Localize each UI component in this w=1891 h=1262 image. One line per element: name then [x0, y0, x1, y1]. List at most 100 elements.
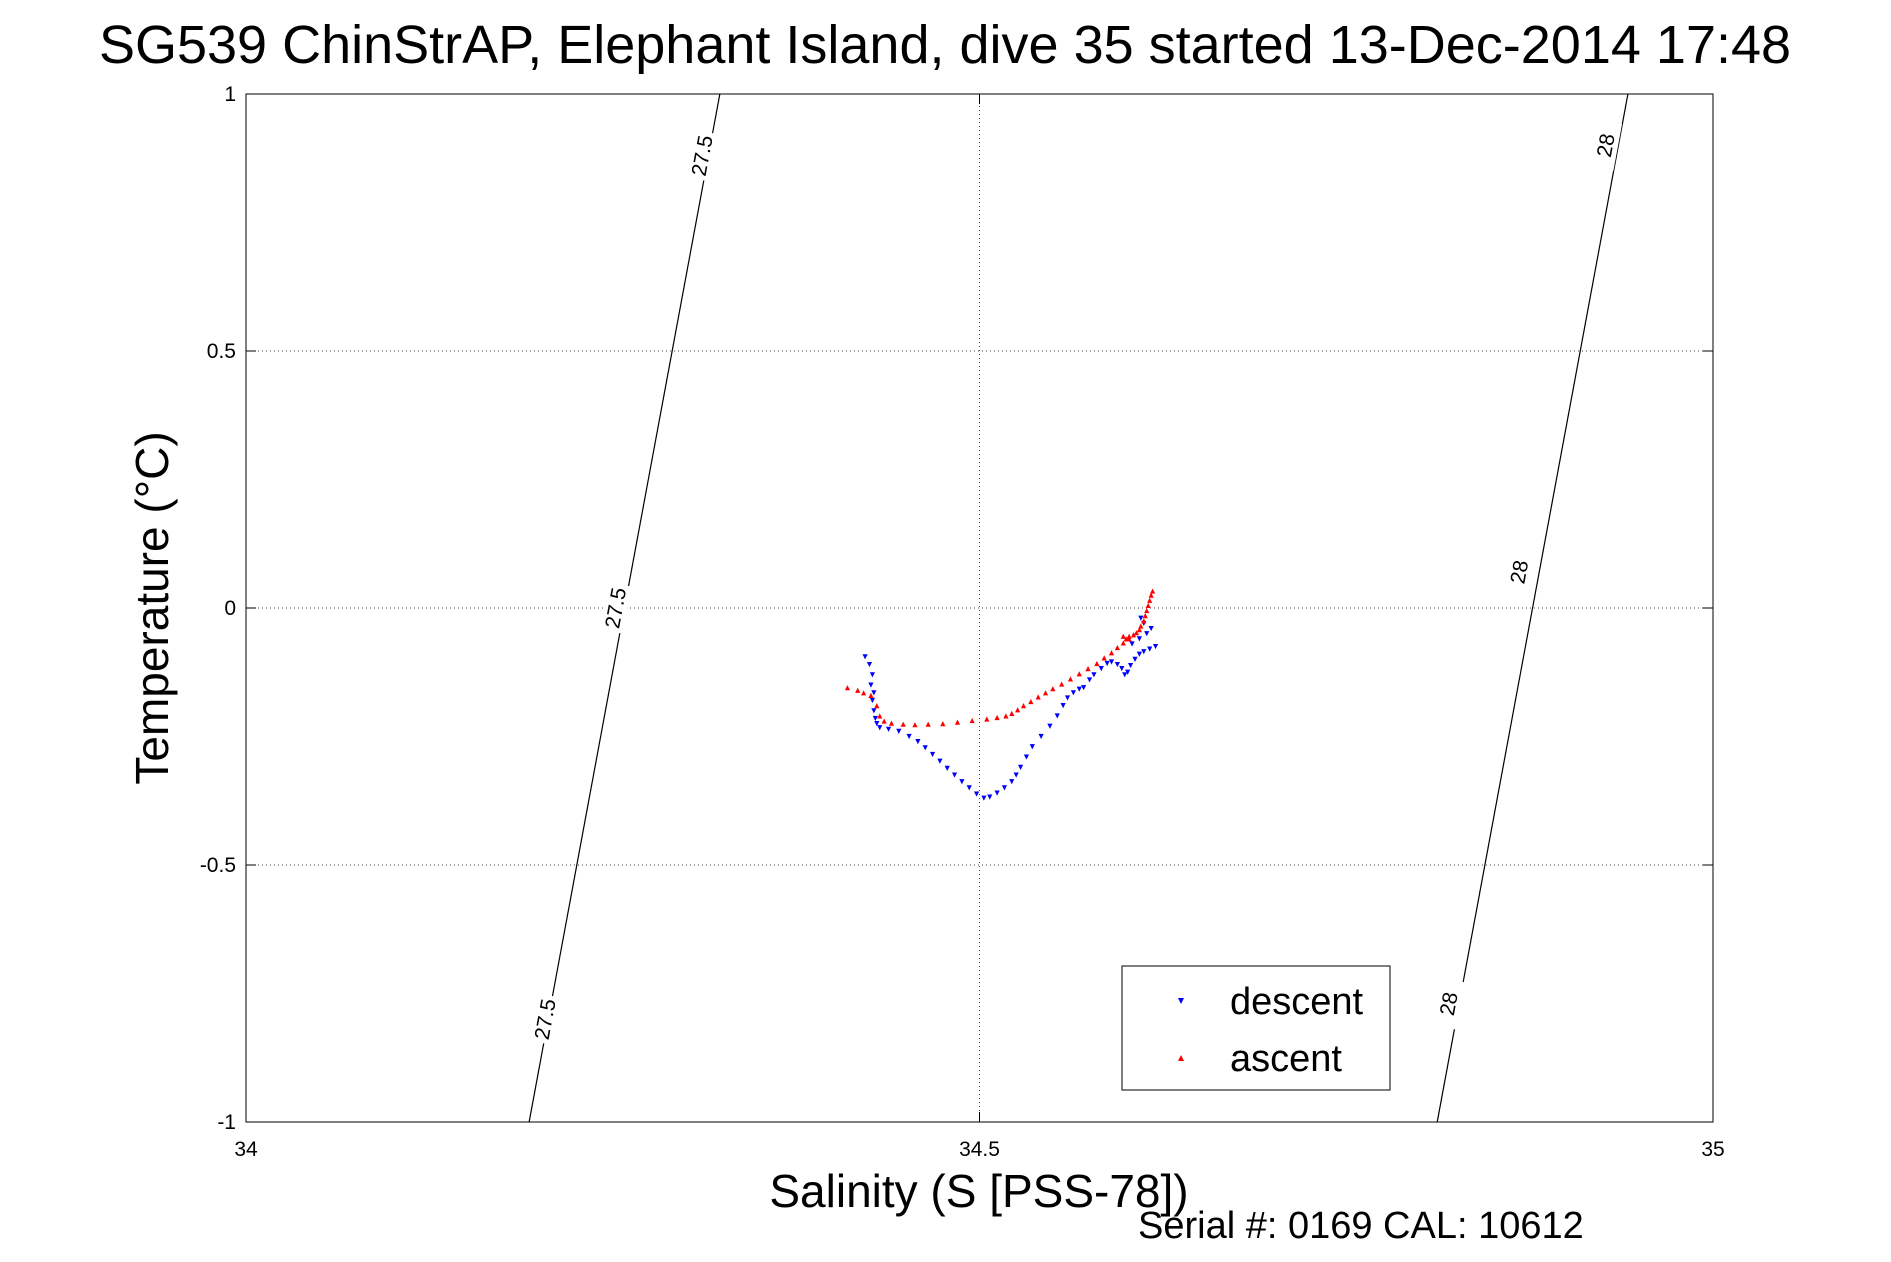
isopycnal-label: 28 — [1506, 559, 1533, 586]
descent-point — [1152, 643, 1159, 650]
ascent-point — [900, 721, 906, 727]
descent-point — [1132, 656, 1138, 662]
descent-point — [1125, 669, 1131, 675]
descent-point — [1013, 772, 1019, 778]
descent-point — [1017, 764, 1024, 770]
descent-point — [987, 794, 993, 800]
chart-title: SG539 ChinStrAP, Elephant Island, dive 3… — [99, 15, 1791, 75]
data-points — [844, 588, 1159, 801]
isopycnal-line-28 — [1436, 93, 1629, 1123]
ascent-point — [1085, 666, 1091, 672]
y-tick-label: -0.5 — [200, 854, 236, 877]
ascent-point — [1120, 640, 1126, 646]
descent-point — [1129, 641, 1135, 647]
descent-point — [922, 745, 928, 751]
descent-point — [1086, 677, 1093, 683]
isopycnal-label-bg — [1503, 546, 1536, 598]
ascent-point — [877, 713, 883, 719]
serial-cal-footer: Serial #: 0169 CAL: 10612 — [1138, 1205, 1584, 1247]
descent-point — [866, 661, 873, 668]
ascent-point — [861, 690, 867, 696]
ascent-point — [954, 719, 961, 725]
descent-point — [1098, 666, 1104, 672]
descent-point — [862, 654, 868, 660]
legend-marker-ascent — [1178, 1055, 1184, 1061]
descent-point — [877, 725, 883, 731]
descent-point — [869, 672, 876, 678]
descent-point — [1076, 686, 1082, 692]
descent-point — [1119, 666, 1125, 672]
descent-point — [1009, 779, 1015, 785]
descent-point — [1141, 649, 1147, 655]
descent-point — [951, 772, 958, 778]
x-tick-label: 34.5 — [959, 1138, 1000, 1161]
ascent-point — [1003, 713, 1009, 719]
legend-marker-descent — [1178, 998, 1184, 1004]
descent-point — [1148, 625, 1154, 632]
ascent-point — [1035, 694, 1041, 700]
y-tick-label: 0.5 — [207, 340, 236, 363]
x-axis-label: Salinity (S [PSS-78]) — [769, 1165, 1188, 1217]
descent-point — [966, 785, 972, 791]
descent-point — [937, 758, 943, 764]
descent-point — [885, 726, 892, 732]
ascent-point — [1059, 681, 1065, 687]
descent-point — [1064, 695, 1071, 701]
descent-point — [1001, 785, 1008, 791]
descent-point — [872, 715, 878, 722]
ascent-point — [1133, 630, 1140, 636]
descent-point — [1047, 723, 1053, 729]
isopycnal-label-bg — [1432, 977, 1466, 1030]
descent-point — [1114, 661, 1120, 668]
y-tick-label: 0 — [224, 597, 236, 620]
ascent-point — [1126, 636, 1132, 642]
descent-point — [959, 779, 965, 785]
ascent-point — [1067, 676, 1074, 682]
ascent-point — [1148, 592, 1154, 598]
ascent-point — [1120, 633, 1126, 639]
descent-point — [1136, 651, 1143, 657]
grid-lines — [246, 94, 1713, 1122]
ascent-point — [1130, 632, 1137, 638]
legend-label-descent: descent — [1230, 981, 1364, 1023]
x-tick-label: 34 — [234, 1138, 258, 1161]
ascent-point — [1009, 710, 1015, 716]
descent-point — [1091, 672, 1097, 678]
ascent-point — [925, 721, 931, 727]
legend-label-ascent: ascent — [1230, 1038, 1342, 1080]
ascent-point — [1145, 602, 1151, 609]
ascent-point — [1144, 607, 1150, 614]
ascent-point — [1101, 655, 1107, 661]
x-tick-label: 35 — [1701, 1138, 1724, 1161]
descent-point — [1122, 672, 1128, 678]
y-tick-label: 1 — [224, 83, 236, 106]
legend: descent ascent — [1121, 965, 1391, 1091]
ascent-point — [888, 720, 895, 726]
isopycnal-label-bg — [529, 993, 562, 1045]
ascent-point — [1108, 650, 1115, 656]
isopycnal-label-bg — [599, 582, 632, 634]
descent-point — [1060, 703, 1066, 709]
descent-point — [896, 728, 902, 734]
descent-point — [915, 739, 921, 745]
descent-point — [868, 682, 874, 688]
descent-point — [869, 697, 876, 704]
descent-point — [1144, 631, 1150, 637]
descent-point — [1128, 662, 1134, 669]
ascent-point — [1028, 698, 1034, 705]
descent-point — [1136, 636, 1143, 642]
descent-point — [1038, 733, 1044, 740]
ascent-point — [1147, 597, 1153, 603]
y-tick-label: -1 — [217, 1111, 236, 1134]
ascent-point — [855, 687, 861, 693]
descent-point — [1138, 615, 1144, 621]
ascent-point — [874, 703, 880, 709]
ascent-point — [1136, 626, 1143, 633]
ascent-point — [1020, 703, 1027, 709]
descent-point — [1070, 690, 1076, 696]
descent-point — [1054, 713, 1060, 719]
descent-point — [994, 790, 1000, 796]
isopycnal-label: 28 — [1436, 990, 1463, 1017]
ascent-point — [969, 717, 975, 724]
